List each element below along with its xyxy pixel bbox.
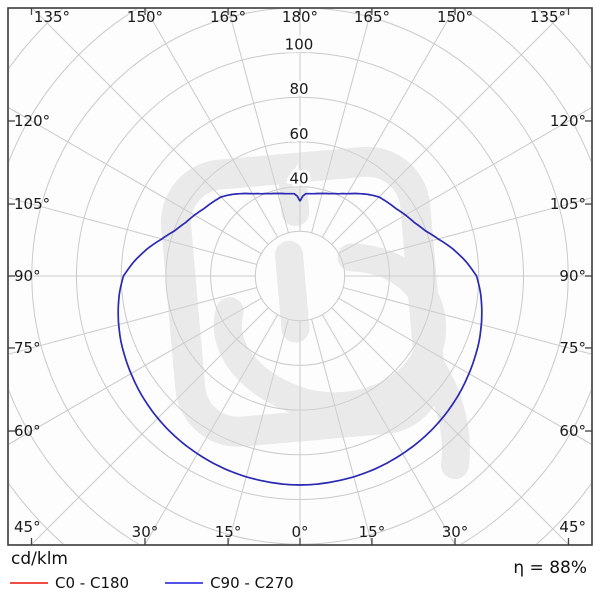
grid-spoke [32, 9, 269, 245]
angle-label-left: 75° [14, 339, 41, 357]
angle-label-bottom: 30° [132, 523, 159, 541]
angle-label-top: 165° [354, 8, 390, 26]
units-label: cd/klm [11, 549, 68, 569]
angle-label-left: 120° [14, 112, 50, 130]
grid-spoke [338, 107, 591, 255]
grid-spoke [311, 9, 373, 233]
grid-spoke [9, 287, 257, 355]
curve-C90-C270 [117, 192, 483, 486]
grid-spoke [227, 319, 289, 544]
grid-spoke [9, 297, 262, 445]
angle-label-top: 180° [282, 8, 318, 26]
grid-spoke [9, 197, 257, 265]
grid-spoke [343, 287, 591, 355]
efficiency-label: η = 88% [513, 558, 587, 578]
angle-label-left: 45° [14, 518, 41, 536]
angle-label-left: 90° [14, 267, 41, 285]
grid-spoke [144, 314, 279, 544]
legend-label-c0-c180: C0 - C180 [55, 574, 130, 592]
angle-label-top: 165° [210, 8, 246, 26]
angle-label-right: 90° [559, 267, 586, 285]
legend-line-c0-c180 [10, 582, 48, 584]
intensity-curves [117, 192, 483, 486]
angle-label-right: 45° [559, 518, 586, 536]
grid-spoke [145, 9, 279, 238]
angle-label-top: 150° [437, 8, 473, 26]
radial-tick-label: 100 [285, 36, 314, 54]
angle-label-top: 135° [34, 8, 70, 26]
angle-label-left: 60° [14, 422, 41, 440]
grid-spoke [9, 107, 262, 255]
grid-spoke [331, 9, 568, 245]
angle-label-bottom: 15° [215, 523, 242, 541]
grid-spoke [311, 319, 373, 544]
axis-labels: 135° 150° 165° 180° 165° 150° 135° 30° 15° 0° 15° 3… [14, 8, 586, 541]
angle-label-right: 60° [559, 422, 586, 440]
radial-tick-label: 80 [289, 80, 308, 98]
legend: C0 - C180 C90 - C270 [10, 574, 430, 592]
angle-label-bottom: 30° [442, 523, 469, 541]
angle-label-right: 120° [550, 112, 586, 130]
angle-label-bottom: 15° [359, 523, 386, 541]
angle-label-top: 135° [530, 8, 566, 26]
legend-label-c90-c270: C90 - C270 [210, 574, 294, 592]
angle-label-top: 150° [127, 8, 163, 26]
legend-line-c90-c270 [165, 582, 204, 584]
grid-spoke [321, 314, 456, 544]
angle-label-right: 75° [559, 339, 586, 357]
frame-ticks [8, 8, 592, 545]
radial-tick-label: 40 [289, 170, 308, 188]
chart-frame [7, 7, 593, 546]
radial-tick-label: 60 [289, 125, 308, 143]
grid-spoke [338, 297, 591, 445]
angle-label-bottom: 0° [291, 523, 308, 541]
grid-spoke [331, 307, 569, 544]
grid-spoke [227, 9, 289, 233]
grid-spoke [343, 197, 591, 265]
angle-label-left: 105° [14, 195, 50, 213]
angle-label-right: 105° [550, 195, 586, 213]
grid-spoke [31, 307, 269, 544]
grid-spoke [321, 9, 455, 238]
